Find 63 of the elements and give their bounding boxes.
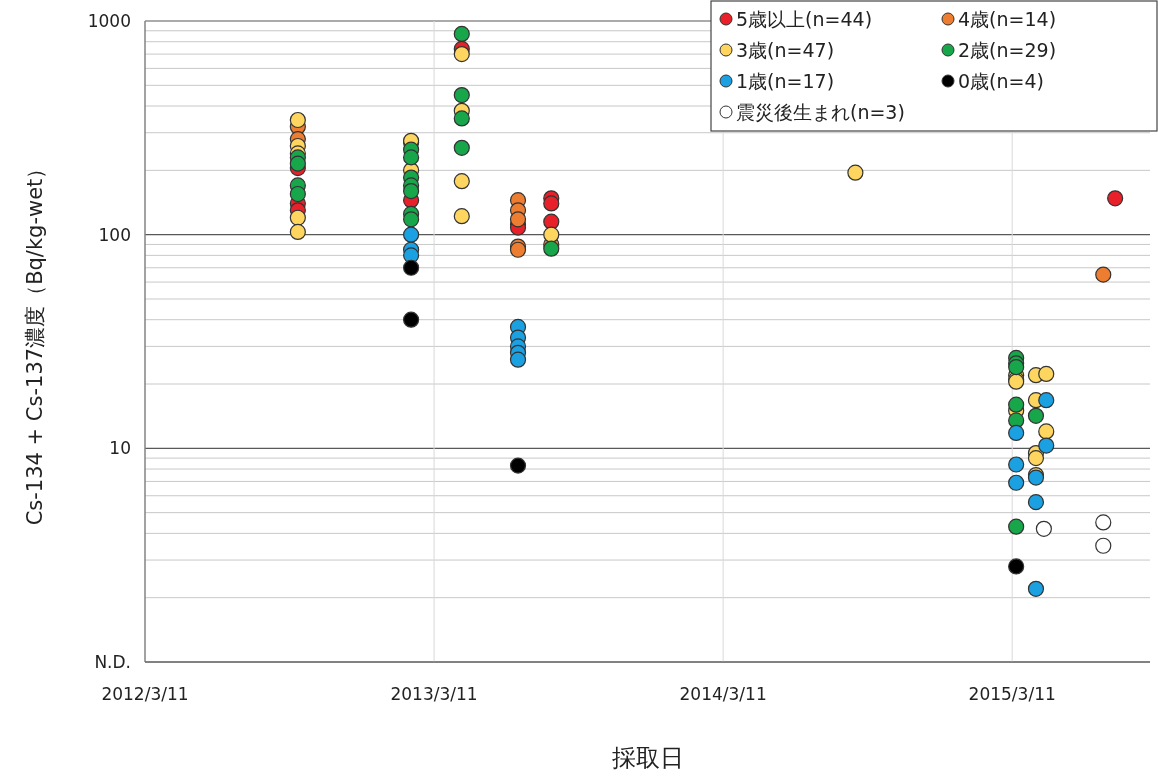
legend-label: 3歳(n=47): [736, 39, 835, 61]
point: [1038, 437, 1055, 454]
point: [403, 259, 420, 276]
legend-label: 震災後生まれ(n=3): [736, 101, 905, 123]
point: [289, 185, 306, 203]
legend-label: 4歳(n=14): [958, 8, 1057, 30]
x-tick-label: 2015/3/11: [968, 684, 1056, 704]
point: [1095, 537, 1112, 554]
point: [543, 195, 560, 212]
point: [403, 211, 420, 228]
point: [1008, 396, 1025, 413]
y-axis-title: Cs-134 + Cs-137濃度（Bq/kg-wet）: [23, 157, 47, 526]
point: [509, 211, 527, 228]
legend-label: 1歳(n=17): [736, 70, 835, 92]
point: [403, 226, 420, 243]
point: [1027, 407, 1045, 424]
point: [543, 226, 560, 243]
point: [543, 213, 560, 230]
point: [453, 208, 470, 225]
point: [453, 139, 470, 156]
point: [1008, 424, 1025, 442]
legend-label: 2歳(n=29): [958, 39, 1057, 61]
point: [403, 149, 420, 166]
x-tick-label: 2013/3/11: [390, 684, 478, 704]
point: [1027, 580, 1045, 597]
point: [289, 111, 306, 129]
x-tick-label: 2014/3/11: [679, 684, 767, 704]
point: [403, 311, 420, 328]
point: [289, 223, 306, 241]
point: [1008, 456, 1025, 473]
point: [1027, 494, 1045, 511]
point: [453, 110, 470, 127]
point: [453, 25, 470, 43]
point: [509, 351, 527, 368]
x-axis-title: 採取日: [611, 744, 684, 772]
point: [1038, 392, 1055, 409]
point: [1008, 359, 1025, 376]
point: [1038, 423, 1055, 440]
point: [1107, 190, 1124, 207]
legend-label: 5歳以上(n=44): [736, 8, 873, 30]
y-tick-label: N.D.: [94, 652, 131, 672]
x-tick-label: 2012/3/11: [101, 684, 189, 704]
point: [847, 164, 864, 181]
point: [403, 182, 420, 200]
point: [1008, 558, 1025, 575]
legend-label: 0歳(n=4): [958, 70, 1044, 92]
point: [1008, 518, 1025, 535]
point: [289, 209, 306, 226]
point: [1095, 514, 1112, 531]
point: [1035, 520, 1052, 537]
point: [543, 240, 560, 257]
point: [1038, 365, 1055, 383]
point: [1095, 266, 1112, 283]
point: [1008, 474, 1025, 491]
point: [453, 46, 470, 63]
y-tick-label: 1000: [87, 11, 131, 31]
point: [453, 87, 470, 104]
y-tick-label: 100: [98, 224, 131, 245]
point: [509, 457, 527, 474]
point: [289, 155, 306, 172]
y-tick-label: 10: [109, 438, 131, 459]
point: [1027, 450, 1045, 467]
point: [453, 173, 470, 190]
